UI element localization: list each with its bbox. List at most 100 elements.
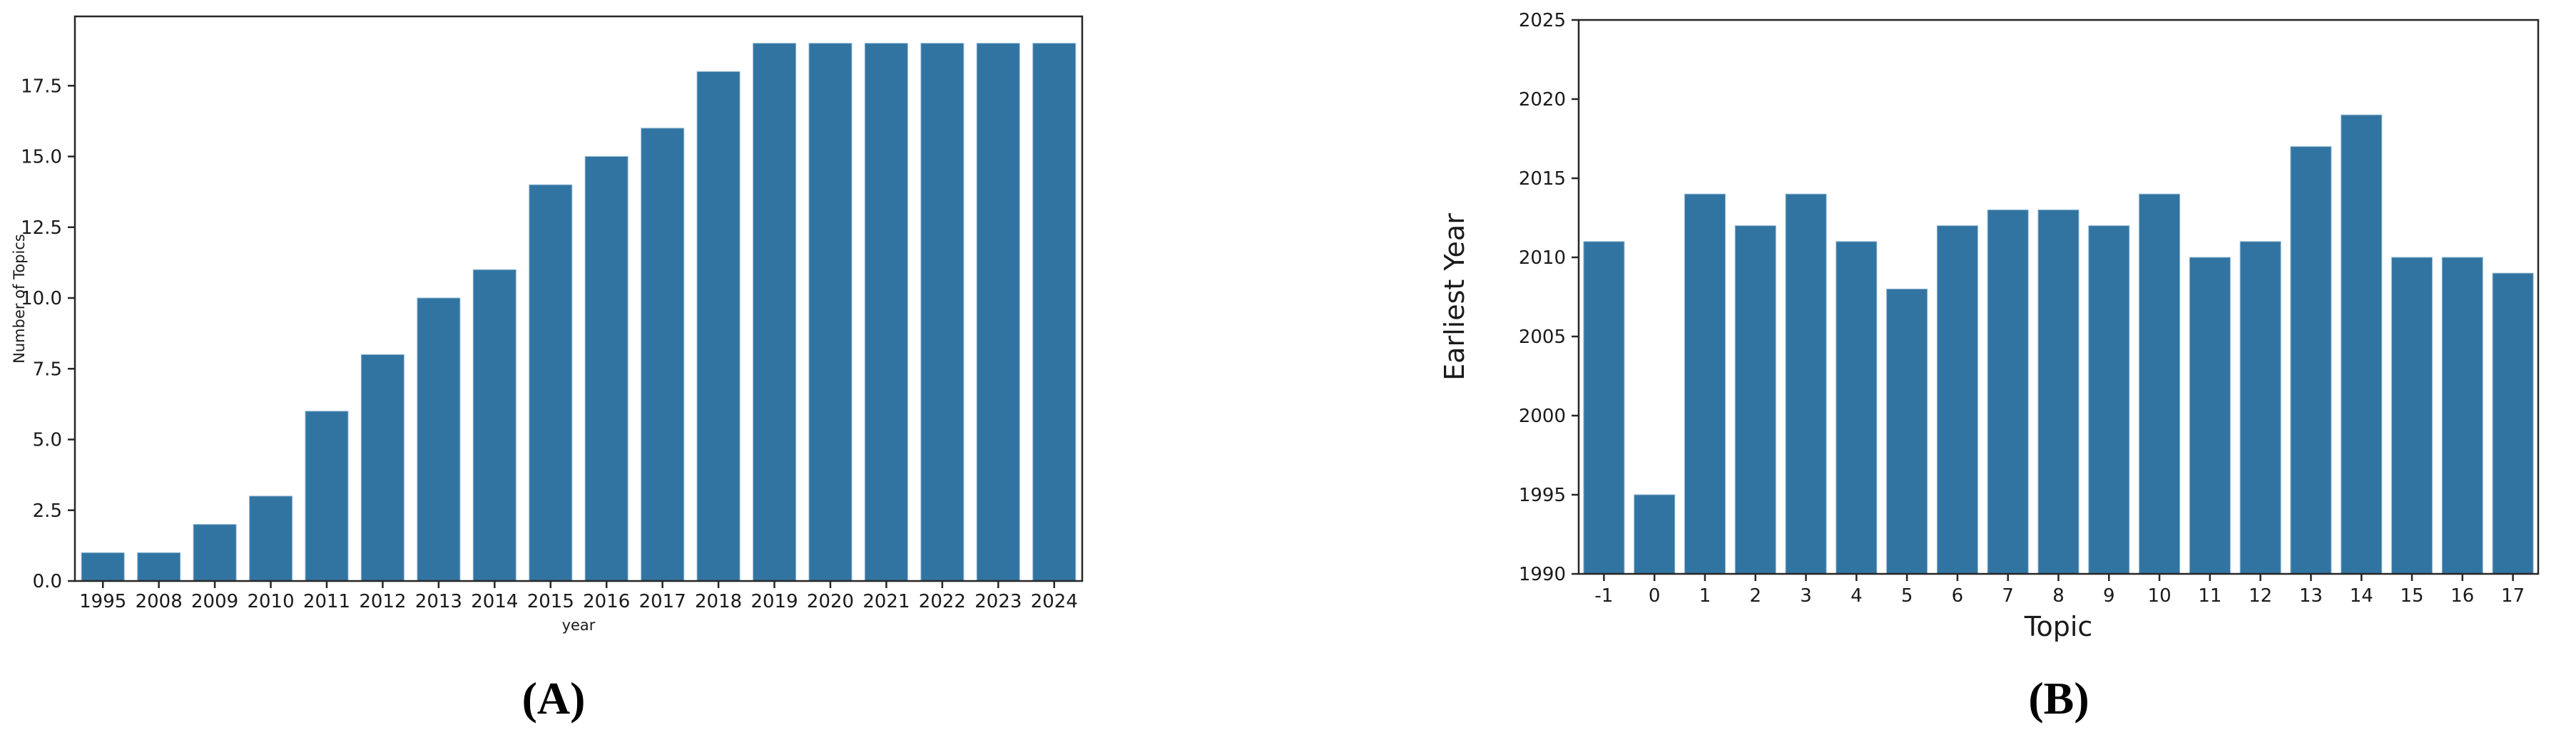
y-tick-label-17.5: 17.5 (21, 76, 62, 97)
x-tick-label-3: 3 (1800, 585, 1812, 607)
bar-0 (1634, 494, 1676, 575)
x-tick-label-2009: 2009 (191, 591, 238, 612)
y-axis-b: 1990 1995 2000 2005 2010 2015 2020 2025 (1519, 10, 1579, 585)
bar--1 (1583, 241, 1625, 575)
bar-2022 (920, 43, 964, 582)
caption-panel-a: (A) (521, 673, 586, 724)
bar-1 (1684, 193, 1726, 575)
bar-2015 (529, 184, 573, 582)
bar-11 (2189, 257, 2231, 575)
x-tick-label-8: 8 (2052, 585, 2065, 607)
bar-13 (2290, 146, 2332, 575)
bar-12 (2239, 241, 2281, 575)
x-axis-a: 1995 2008 2009 2010 2011 2012 2013 2014 2015 2016… (79, 581, 1078, 612)
bar-2014 (472, 269, 516, 582)
y-axis-a: 0.0 2.5 5.0 7.5 10.0 12.5 15.0 17.5 (21, 76, 75, 592)
caption-panel-b: (B) (2028, 673, 2089, 724)
x-tick-label-2012: 2012 (359, 591, 406, 612)
x-axis-title-a: year (562, 617, 596, 634)
x-tick-label-6: 6 (1952, 585, 1964, 607)
bar-15 (2391, 257, 2433, 575)
bar-6 (1936, 225, 1978, 575)
y-tick-label-0.0: 0.0 (33, 571, 62, 592)
x-tick-label-2019: 2019 (750, 591, 798, 612)
x-tick-label-16: 16 (2450, 585, 2474, 607)
x-tick-label-2014: 2014 (471, 591, 518, 612)
bar-2017 (641, 128, 685, 582)
x-tick-label-2023: 2023 (974, 591, 1022, 612)
bar-2024 (1032, 43, 1076, 582)
x-axis-title-b: Topic (2024, 611, 2093, 642)
x-tick-label-2021: 2021 (862, 591, 910, 612)
y-tick-label-7.5: 7.5 (33, 359, 62, 380)
x-tick-label-1: 1 (1699, 585, 1711, 607)
bar-2018 (696, 71, 740, 582)
x-tick-label-12: 12 (2249, 585, 2272, 607)
bar-1995 (81, 552, 125, 582)
y-tick-label-2020: 2020 (1519, 89, 1566, 110)
bars-b (1583, 114, 2534, 575)
bar-2012 (360, 354, 404, 582)
bars-a (81, 43, 1076, 582)
bar-2008 (137, 552, 181, 582)
x-tick-label-0: 0 (1649, 585, 1661, 607)
x-tick-label-2010: 2010 (247, 591, 294, 612)
x-tick-label-2022: 2022 (919, 591, 966, 612)
bar-8 (2037, 209, 2079, 575)
x-tick-label-9: 9 (2103, 585, 2115, 607)
y-tick-label-1995: 1995 (1519, 485, 1566, 506)
bar-5 (1886, 288, 1928, 575)
bar-2010 (249, 495, 293, 582)
x-tick-label-15: 15 (2400, 585, 2423, 607)
x-tick-label-2013: 2013 (415, 591, 462, 612)
bar-7 (1987, 209, 2029, 575)
x-tick-label-17: 17 (2501, 585, 2525, 607)
bar-3 (1785, 193, 1827, 575)
y-tick-label-1990: 1990 (1519, 564, 1566, 585)
bar-10 (2139, 193, 2181, 575)
y-tick-label-2005: 2005 (1519, 327, 1566, 348)
y-tick-label-2015: 2015 (1519, 168, 1566, 190)
x-tick-label-2008: 2008 (136, 591, 183, 612)
y-tick-label-2025: 2025 (1519, 10, 1566, 31)
x-tick-label-13: 13 (2299, 585, 2323, 607)
bar-2011 (305, 411, 349, 582)
x-tick-label-2018: 2018 (695, 591, 742, 612)
bar-9 (2088, 225, 2130, 575)
bar-2 (1734, 225, 1776, 575)
y-tick-label-5.0: 5.0 (33, 430, 62, 451)
bar-2009 (193, 524, 237, 582)
x-tick-label-2016: 2016 (583, 591, 630, 612)
y-tick-label-15.0: 15.0 (21, 147, 62, 168)
bar-2020 (808, 43, 852, 582)
bar-2019 (753, 43, 797, 582)
y-tick-label-10.0: 10.0 (21, 288, 62, 309)
x-tick-label-2020: 2020 (807, 591, 854, 612)
bar-2016 (584, 156, 628, 582)
x-tick-label-1995: 1995 (79, 591, 126, 612)
x-tick-label-5: 5 (1901, 585, 1913, 607)
bar-2013 (417, 297, 461, 582)
bar-2023 (976, 43, 1020, 582)
x-tick-label-2017: 2017 (639, 591, 686, 612)
bar-17 (2492, 272, 2534, 575)
bar-14 (2341, 114, 2383, 575)
x-tick-label-11: 11 (2198, 585, 2221, 607)
bar-4 (1836, 241, 1878, 575)
bar-2021 (864, 43, 908, 582)
x-tick-label-4: 4 (1850, 585, 1863, 607)
y-tick-label-12.5: 12.5 (21, 217, 62, 239)
x-tick-label-10: 10 (2148, 585, 2172, 607)
x-tick-label-2011: 2011 (303, 591, 350, 612)
y-tick-label-2.5: 2.5 (33, 500, 62, 522)
x-tick-label--1: -1 (1594, 585, 1613, 607)
chart-panel-a: 0.0 2.5 5.0 7.5 10.0 12.5 15.0 17.5 1995 2008 2009… (11, 15, 1084, 634)
x-axis-b: -1 0 1 2 3 4 5 6 7 8 9 10 11 12 13 14 15 16 17 (1594, 574, 2525, 607)
x-tick-label-2024: 2024 (1031, 591, 1078, 612)
y-axis-title-b: Earliest Year (1439, 213, 1470, 381)
x-tick-label-2: 2 (1749, 585, 1761, 607)
x-tick-label-7: 7 (2002, 585, 2014, 607)
y-tick-label-2010: 2010 (1519, 247, 1566, 269)
